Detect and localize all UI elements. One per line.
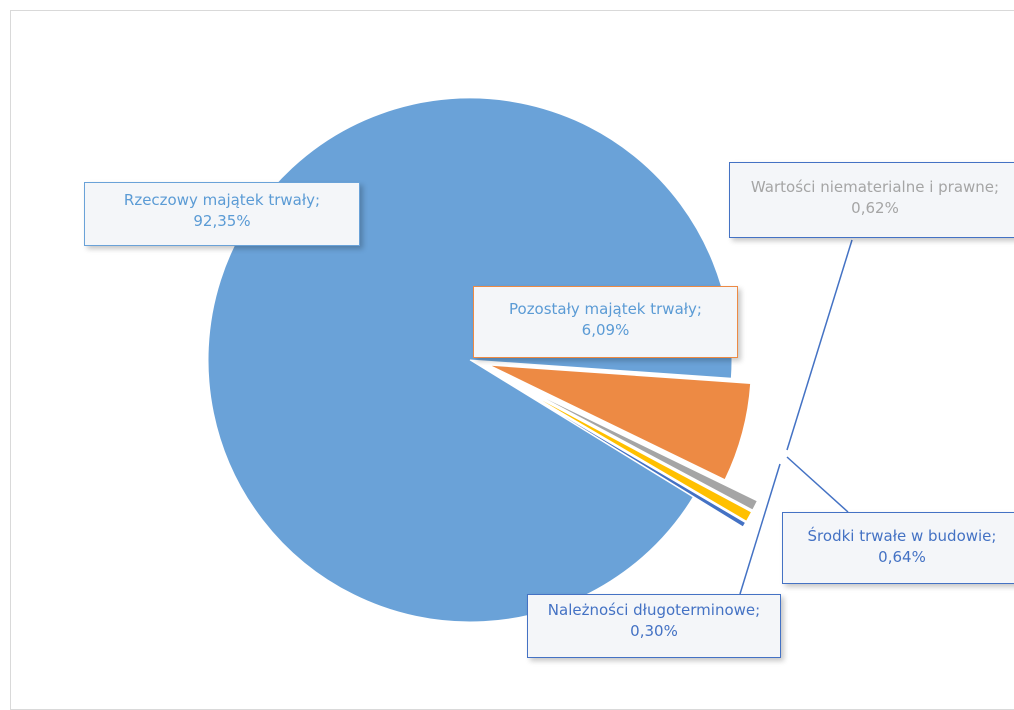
- leader-naleznosci: [739, 463, 781, 595]
- callout-wartosci: Wartości niematerialne i prawne; 0,62%: [729, 162, 1014, 238]
- slice-naleznosci: [519, 389, 747, 528]
- callout-pozostaly-label: Pozostały majątek trwały;: [509, 300, 702, 318]
- callout-srodki-value: 0,64%: [878, 548, 926, 566]
- callout-rzeczowy-value: 92,35%: [193, 212, 251, 230]
- callout-srodki-label: Środki trwałe w budowie;: [807, 527, 997, 545]
- slice-wartosci: [521, 385, 758, 511]
- callout-rzeczowy: Rzeczowy majątek trwały; 92,35%: [84, 182, 360, 246]
- leader-srodki: [786, 456, 849, 513]
- callout-naleznosci-value: 0,30%: [630, 622, 678, 640]
- callout-pozostaly: Pozostały majątek trwały; 6,09%: [473, 286, 738, 358]
- slice-rzeczowy: [207, 97, 733, 623]
- slice-pozostaly: [489, 364, 752, 481]
- callout-pozostaly-value: 6,09%: [581, 321, 630, 339]
- callout-wartosci-label: Wartości niematerialne i prawne;: [750, 178, 1000, 196]
- callout-rzeczowy-label: Rzeczowy majątek trwały;: [123, 191, 321, 209]
- slice-srodki: [520, 387, 753, 522]
- callout-naleznosci-label: Należności długoterminowe;: [547, 601, 761, 619]
- callout-naleznosci: Należności długoterminowe; 0,30%: [527, 594, 781, 658]
- leader-wartosci: [786, 239, 853, 451]
- callout-srodki: Środki trwałe w budowie; 0,64%: [782, 512, 1014, 584]
- callout-wartosci-value: 0,62%: [851, 199, 899, 217]
